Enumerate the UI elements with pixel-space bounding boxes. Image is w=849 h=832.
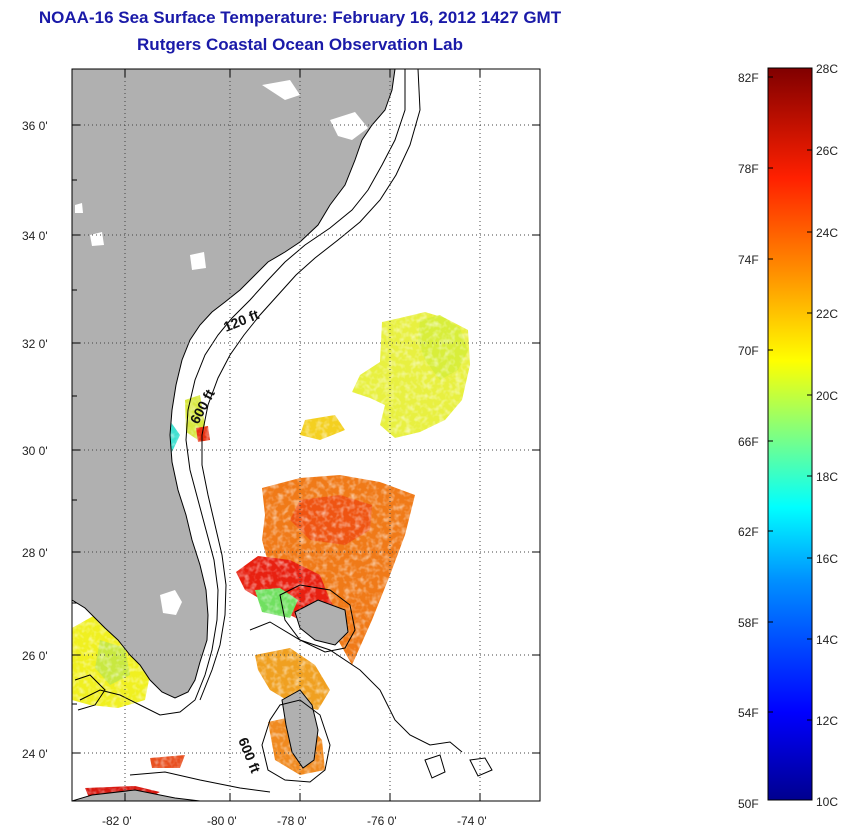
cb-c-16: 16C [816, 552, 838, 566]
lon-label--74: -74 0' [457, 814, 487, 828]
inland-lake-2 [190, 252, 206, 270]
cb-c-20: 20C [816, 389, 838, 403]
lat-label-34: 34 0' [22, 229, 48, 243]
contour-inagua [469, 757, 493, 777]
lon-label--82: -82 0' [102, 814, 132, 828]
latitude-labels: 36 0' 34 0' 32 0' 30 0' 28 0' 26 0' 24 0… [22, 119, 48, 761]
lat-label-32: 32 0' [22, 337, 48, 351]
cb-f-78: 78F [738, 162, 759, 176]
longitude-labels: -82 0' -80 0' -78 0' -76 0' -74 0' [102, 814, 487, 828]
colorbar-ticks [768, 67, 812, 721]
cb-f-62: 62F [738, 525, 759, 539]
land-layer [72, 69, 396, 801]
north-inlet [262, 80, 300, 100]
cb-f-70: 70F [738, 344, 759, 358]
cb-c-18: 18C [816, 470, 838, 484]
cb-f-58: 58F [738, 616, 759, 630]
contour-keys [74, 674, 106, 711]
map-title: NOAA-16 Sea Surface Temperature: Februar… [38, 8, 562, 27]
colorbar-celsius-labels: 28C 26C 24C 22C 20C 18C 16C 14C 12C 10C [816, 62, 838, 809]
contour-grand-bahama [279, 584, 356, 653]
cb-c-14: 14C [816, 633, 838, 647]
lon-label--76: -76 0' [367, 814, 397, 828]
contour-120ft [79, 69, 406, 716]
map-ticks [72, 69, 540, 801]
us-east-coast-land [72, 69, 396, 699]
cb-c-12: 12C [816, 714, 838, 728]
cb-c-28: 28C [816, 62, 838, 76]
inland-water-layer [75, 80, 368, 615]
temperature-colorbar: 82F 78F 74F 70F 66F 62F 58F 54F 50F 28C … [738, 62, 838, 811]
contour-600ft [199, 69, 421, 701]
contour-bahamas [249, 621, 463, 753]
lat-label-28: 28 0' [22, 546, 48, 560]
map-panel: 120 ft 600 ft 600 ft [72, 69, 540, 801]
cb-c-24: 24C [816, 226, 838, 240]
lat-label-24: 24 0' [22, 747, 48, 761]
contour-cuba [129, 771, 271, 793]
cb-f-50: 50F [738, 797, 759, 811]
colorbar-fahrenheit-labels: 82F 78F 74F 70F 66F 62F 58F 54F 50F [738, 71, 759, 811]
cb-c-26: 26C [816, 144, 838, 158]
lat-label-30: 30 0' [22, 444, 48, 458]
bahamas-cay-land [294, 599, 349, 646]
pamlico-sound [330, 112, 368, 140]
contour-east-bank [424, 754, 446, 779]
lat-label-26: 26 0' [22, 649, 48, 663]
cb-f-66: 66F [738, 435, 759, 449]
colorbar-gradient [767, 67, 813, 801]
lon-label--78: -78 0' [277, 814, 307, 828]
map-frame [71, 68, 541, 802]
lon-label--80: -80 0' [207, 814, 237, 828]
cb-f-74: 74F [738, 253, 759, 267]
lat-label-36: 36 0' [22, 119, 48, 133]
contour-andros [261, 699, 331, 783]
map-subtitle: Rutgers Coastal Ocean Observation Lab [137, 35, 463, 54]
cb-f-82: 82F [738, 71, 759, 85]
cb-f-54: 54F [738, 706, 759, 720]
inland-lake-3 [75, 203, 83, 213]
lake-okeechobee [160, 590, 182, 615]
cb-c-22: 22C [816, 307, 838, 321]
bathymetry-contours [74, 69, 493, 793]
cb-c-10: 10C [816, 795, 838, 809]
cuba-land [72, 789, 201, 801]
